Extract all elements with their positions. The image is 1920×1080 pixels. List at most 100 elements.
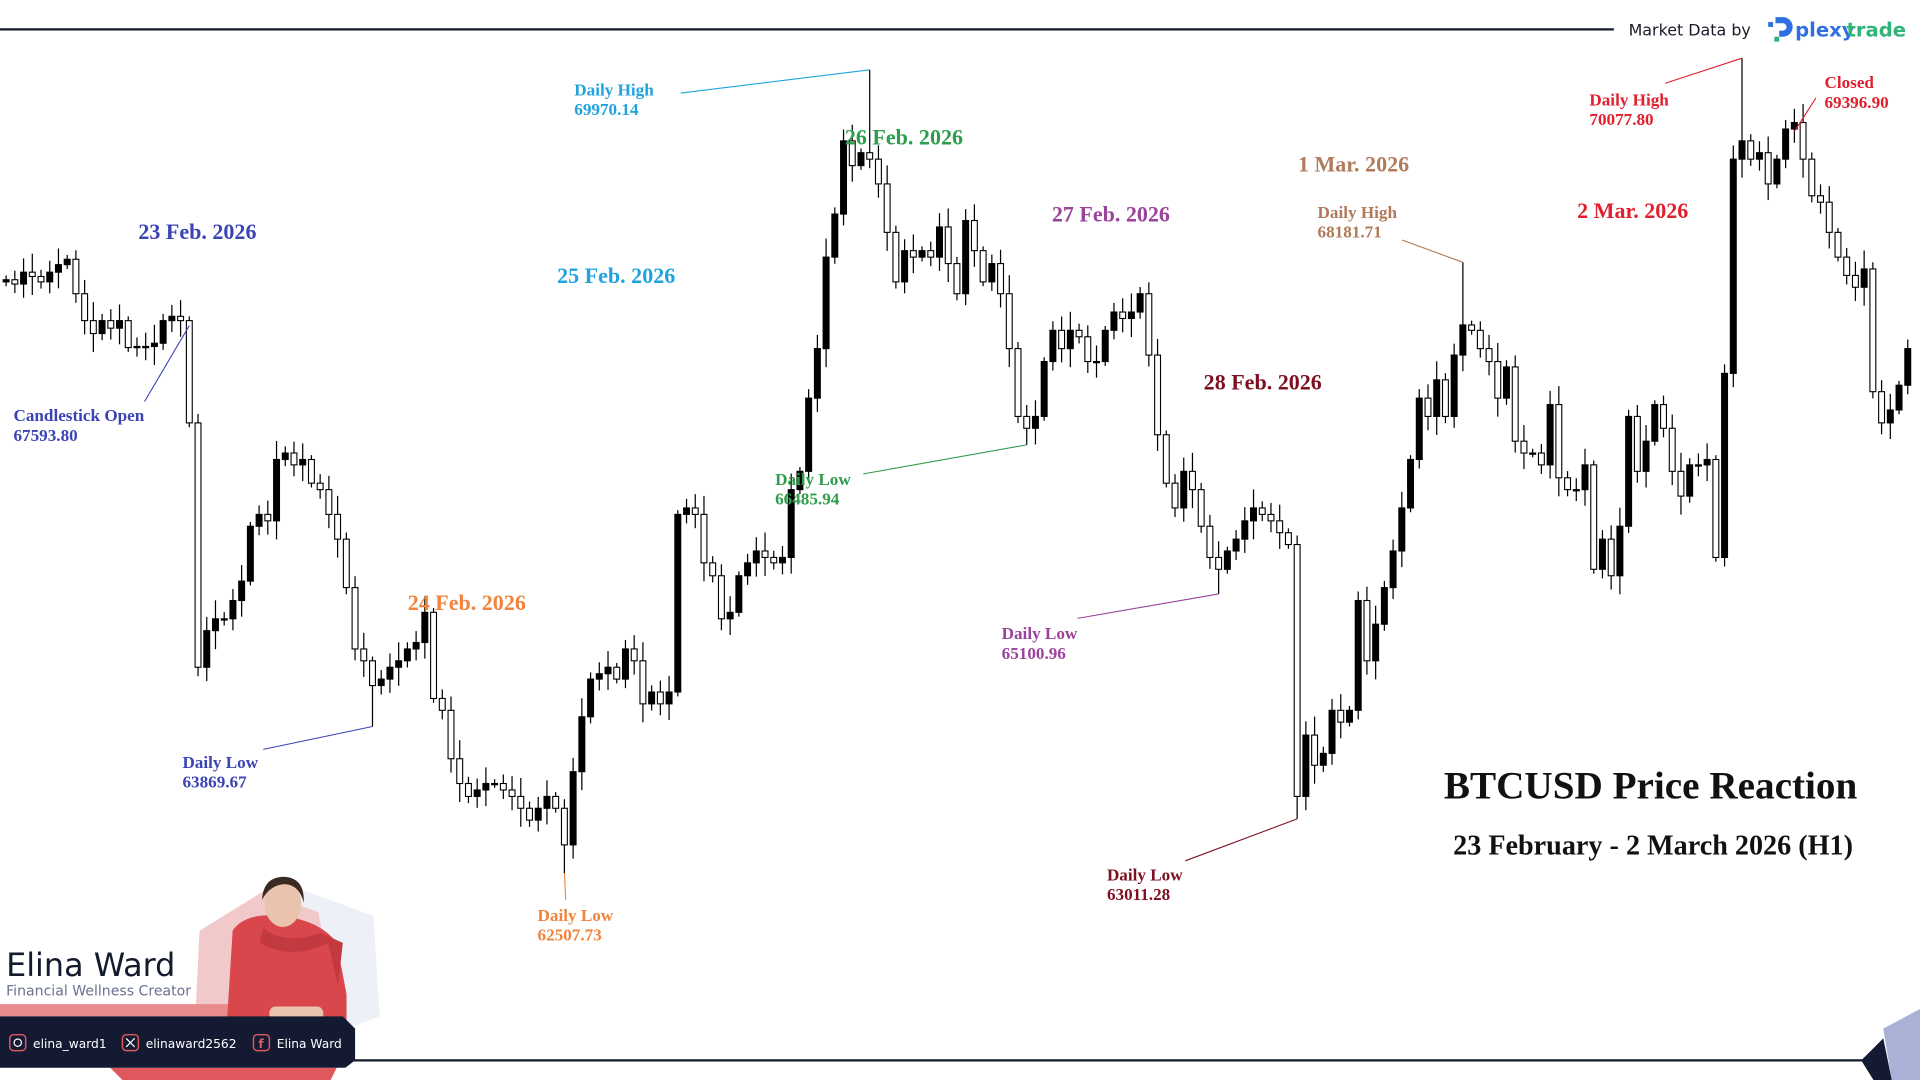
candle-bullish xyxy=(1459,324,1467,356)
candle-bearish xyxy=(691,507,699,515)
candle-bullish xyxy=(1345,709,1353,723)
candle-bullish xyxy=(604,666,612,675)
candle-bullish xyxy=(273,458,281,522)
candle-bearish xyxy=(970,219,978,252)
candle-bearish xyxy=(1494,360,1502,399)
candle-bearish xyxy=(1537,452,1545,466)
candle-bullish xyxy=(1241,520,1249,540)
candle-bearish xyxy=(944,226,952,265)
instagram-link[interactable]: elina_ward1 xyxy=(9,1033,107,1052)
candle-bullish xyxy=(159,320,167,344)
candle-bearish xyxy=(1337,709,1345,723)
candle-bearish xyxy=(72,258,80,295)
candle-bullish xyxy=(54,264,62,273)
candle-bearish xyxy=(1162,434,1170,484)
candle-bullish xyxy=(1904,348,1912,386)
candle-bearish xyxy=(325,489,333,515)
svg-text:Daily Low: Daily Low xyxy=(775,470,851,489)
svg-text:66485.94: 66485.94 xyxy=(775,489,840,508)
candle-bearish xyxy=(1293,543,1301,797)
candle-bullish xyxy=(726,611,734,620)
candle-bullish xyxy=(211,618,219,632)
candle-bearish xyxy=(874,158,882,185)
candle-bullish xyxy=(1389,550,1397,589)
candle-bearish xyxy=(1424,397,1432,417)
candle-bearish xyxy=(1808,158,1816,197)
candle-bullish xyxy=(403,648,411,662)
candle-bearish xyxy=(1154,354,1162,436)
candle-bearish xyxy=(89,320,97,335)
candle-bearish xyxy=(1799,122,1807,160)
candle-bullish xyxy=(1093,360,1100,364)
candle-bearish xyxy=(1660,404,1667,429)
candle-bearish xyxy=(508,789,516,797)
candle-bullish xyxy=(857,152,865,167)
candle-bearish xyxy=(194,422,202,668)
candle-bullish xyxy=(1180,470,1188,509)
candle-bullish xyxy=(1250,507,1258,522)
market-data-label: Market Data by xyxy=(1629,21,1751,40)
candle-bullish xyxy=(46,271,54,283)
annotation-daily-low-27-feb: Daily Low 65100.96 xyxy=(1002,624,1078,663)
svg-text:plexy: plexy xyxy=(1795,19,1855,42)
candle-bearish xyxy=(1145,293,1153,356)
candle-bullish xyxy=(1503,366,1510,399)
day-label-27-feb: 27 Feb. 2026 xyxy=(1052,202,1170,227)
avatar xyxy=(226,876,347,1029)
candle-bearish xyxy=(613,666,621,680)
candle-bearish xyxy=(177,315,185,322)
candle-bearish xyxy=(307,458,315,484)
x-icon xyxy=(121,1033,140,1052)
candle-bearish xyxy=(1468,324,1476,331)
candle-bullish xyxy=(203,630,211,668)
candle-bullish xyxy=(482,782,490,791)
candle-bearish xyxy=(639,660,647,705)
candle-bearish xyxy=(1197,489,1205,527)
candle-bearish xyxy=(979,250,987,283)
candle-bearish xyxy=(927,250,935,258)
candle-bearish xyxy=(1825,201,1833,233)
candle-bullish xyxy=(1136,293,1144,313)
candle-bearish xyxy=(700,513,708,564)
annotation-leader-line xyxy=(1077,593,1219,619)
candle-bearish xyxy=(1607,538,1615,577)
candle-bearish xyxy=(316,482,324,491)
candle-bearish xyxy=(1014,348,1022,417)
candle-bearish xyxy=(552,795,560,809)
candle-bearish xyxy=(1058,329,1066,350)
svg-text:Daily Low: Daily Low xyxy=(1107,865,1183,884)
facebook-link[interactable]: f Elina Ward xyxy=(252,1033,342,1052)
candle-bearish xyxy=(1851,274,1859,288)
svg-text:65100.96: 65100.96 xyxy=(1002,644,1067,663)
candle-bearish xyxy=(1834,231,1842,258)
candle-bearish xyxy=(1258,507,1266,515)
banner-accent-bottom xyxy=(110,1067,337,1080)
candle-bullish xyxy=(98,320,106,335)
branding: Elina Ward Financial Wellness Creator el… xyxy=(0,876,380,1080)
candle-bullish xyxy=(220,618,228,621)
svg-text:69970.14: 69970.14 xyxy=(574,100,639,119)
svg-text:Elina Ward: Elina Ward xyxy=(277,1037,342,1051)
candle-bearish xyxy=(28,271,36,278)
annotation-daily-low-26-feb: Daily Low 66485.94 xyxy=(775,470,851,509)
candle-bullish xyxy=(569,771,577,846)
candle-bearish xyxy=(630,648,638,662)
candle-bearish xyxy=(369,660,376,687)
candle-bearish xyxy=(464,782,472,797)
candle-bearish xyxy=(848,140,856,167)
candle-bullish xyxy=(813,348,821,399)
candle-bullish xyxy=(1616,525,1624,577)
candle-bullish xyxy=(395,660,403,668)
annotation-daily-low-23-feb: Daily Low 63869.67 xyxy=(182,753,258,792)
candle-bullish xyxy=(683,507,691,515)
instagram-icon xyxy=(9,1033,27,1052)
x-link[interactable]: elinaward2562 xyxy=(121,1033,237,1052)
candle-bullish xyxy=(1049,329,1057,363)
candle-bullish xyxy=(116,320,124,329)
candle-bearish xyxy=(717,575,725,620)
annotation-candlestick-open: Candlestick Open 67593.80 xyxy=(13,406,144,445)
svg-text:Closed: Closed xyxy=(1824,73,1874,92)
candle-bullish xyxy=(1450,354,1458,417)
svg-text:67593.80: 67593.80 xyxy=(13,426,77,445)
candle-bearish xyxy=(1311,734,1319,766)
